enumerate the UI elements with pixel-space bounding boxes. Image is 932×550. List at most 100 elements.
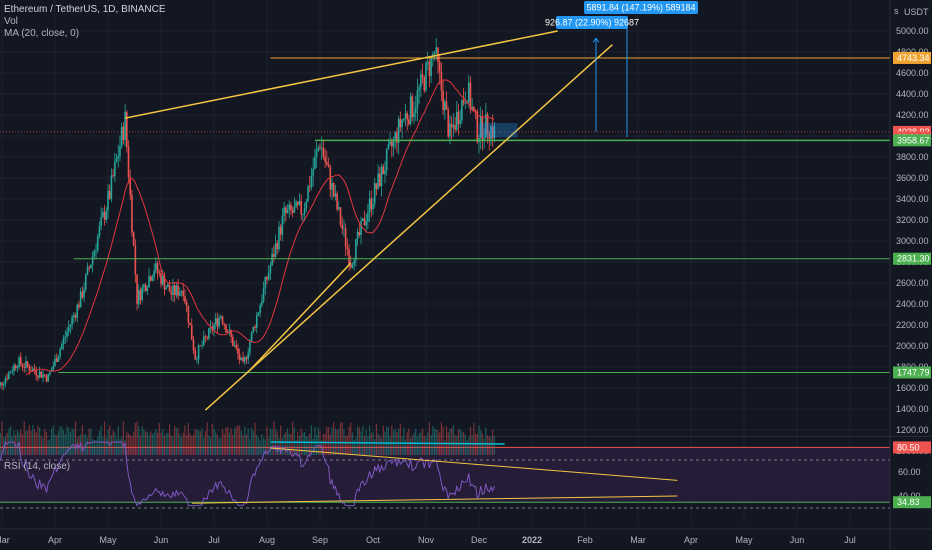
volume-bar — [228, 432, 230, 455]
candle-body — [455, 111, 458, 130]
volume-bar — [268, 437, 270, 455]
volume-bar — [57, 431, 60, 455]
volume-bar — [28, 425, 30, 455]
candle-body — [420, 74, 422, 88]
volume-bar — [357, 426, 359, 455]
volume-bar — [408, 428, 410, 455]
volume-bar — [37, 425, 39, 455]
candle-body — [416, 90, 419, 109]
candle-body — [471, 106, 473, 110]
candle-body — [473, 106, 475, 112]
volume-bar — [187, 423, 189, 455]
time-tick-label: Apr — [684, 535, 698, 545]
candle-body — [42, 374, 44, 378]
candle-body — [274, 243, 277, 257]
candle-body — [13, 365, 15, 372]
volume-bar — [310, 425, 313, 455]
volume-bar — [20, 429, 22, 455]
volume-bar — [56, 435, 58, 455]
volume-bar — [223, 433, 225, 455]
volume-bar — [457, 429, 460, 455]
volume-bar — [78, 436, 80, 455]
volume-bar — [146, 432, 148, 455]
candle-body — [120, 126, 123, 146]
volume-indicator-label[interactable]: Vol — [4, 16, 18, 27]
volume-bar — [52, 426, 54, 455]
candle-body — [134, 245, 137, 275]
candle-body — [387, 144, 390, 150]
volume-bar — [189, 433, 191, 455]
rsi-tag-box — [893, 496, 931, 509]
ma-indicator-label[interactable]: MA (20, close, 0) — [4, 28, 80, 39]
candle-body — [124, 112, 126, 140]
candle-body — [474, 111, 477, 112]
volume-bar — [416, 436, 419, 455]
candle-body — [23, 367, 26, 368]
rsi-indicator-label[interactable]: RSI (14, close) — [4, 461, 71, 472]
candle-body — [233, 345, 236, 346]
trendline — [124, 30, 558, 119]
volume-bar — [468, 437, 470, 455]
volume-bar — [103, 421, 106, 455]
candle-body — [119, 145, 121, 156]
volume-bar — [435, 429, 437, 455]
volume-bar — [54, 434, 56, 455]
candle-body — [155, 263, 157, 271]
volume-bar — [401, 436, 403, 455]
candle-body — [411, 96, 414, 118]
volume-bar — [283, 433, 285, 455]
candle-body — [396, 132, 398, 143]
price-tick-label: 3200.00 — [896, 215, 929, 225]
candle-body — [98, 226, 101, 237]
candle-body — [432, 54, 434, 56]
volume-bar — [1, 421, 3, 455]
volume-bar — [415, 428, 417, 455]
candle-body — [112, 175, 114, 177]
candle-body — [59, 349, 61, 357]
volume-bar — [399, 423, 401, 455]
symbol-title[interactable]: Ethereum / TetherUS, 1D, BINANCE — [4, 4, 166, 15]
candle-body — [286, 209, 289, 213]
volume-bar — [76, 437, 78, 455]
candle-body — [189, 322, 191, 326]
candle-body — [114, 161, 116, 177]
volume-bar — [257, 437, 260, 455]
volume-bar — [449, 428, 451, 455]
volume-bar — [220, 437, 222, 455]
volume-bar — [329, 434, 331, 455]
volume-bar — [204, 431, 207, 455]
price-tag: 1747.79 — [893, 366, 931, 379]
candle-body — [199, 345, 202, 347]
candle-body — [449, 123, 451, 137]
volume-bar — [297, 431, 299, 455]
volume-bar — [242, 435, 244, 455]
candle-body — [57, 356, 60, 362]
candle-body — [67, 327, 70, 332]
candle-body — [380, 166, 383, 187]
volume-bar — [97, 436, 99, 455]
candle-body — [170, 291, 173, 295]
candle-body — [220, 316, 222, 318]
candle-body — [361, 218, 364, 221]
time-tick-label: Jul — [208, 535, 220, 545]
price-tag: 2831.30 — [893, 252, 931, 265]
candle-body — [148, 276, 150, 288]
volume-bar — [61, 426, 63, 455]
candle-body — [279, 226, 282, 235]
time-tick-label: May — [735, 535, 753, 545]
candle-body — [249, 341, 251, 353]
currency-label[interactable]: USDT — [904, 7, 929, 17]
price-tag-text: 3958.67 — [897, 135, 930, 145]
volume-bar — [131, 436, 133, 455]
candle-body — [346, 246, 349, 250]
candle-body — [288, 204, 291, 210]
candle-body — [74, 315, 77, 318]
price-axis: 5000.004800.004600.004400.004200.004000.… — [889, 0, 929, 550]
candle-body — [54, 358, 56, 366]
volume-bar — [162, 429, 164, 455]
volume-bar — [444, 440, 446, 455]
volume-bar — [49, 438, 51, 455]
candle-body — [197, 345, 200, 360]
candle-body — [90, 264, 92, 269]
